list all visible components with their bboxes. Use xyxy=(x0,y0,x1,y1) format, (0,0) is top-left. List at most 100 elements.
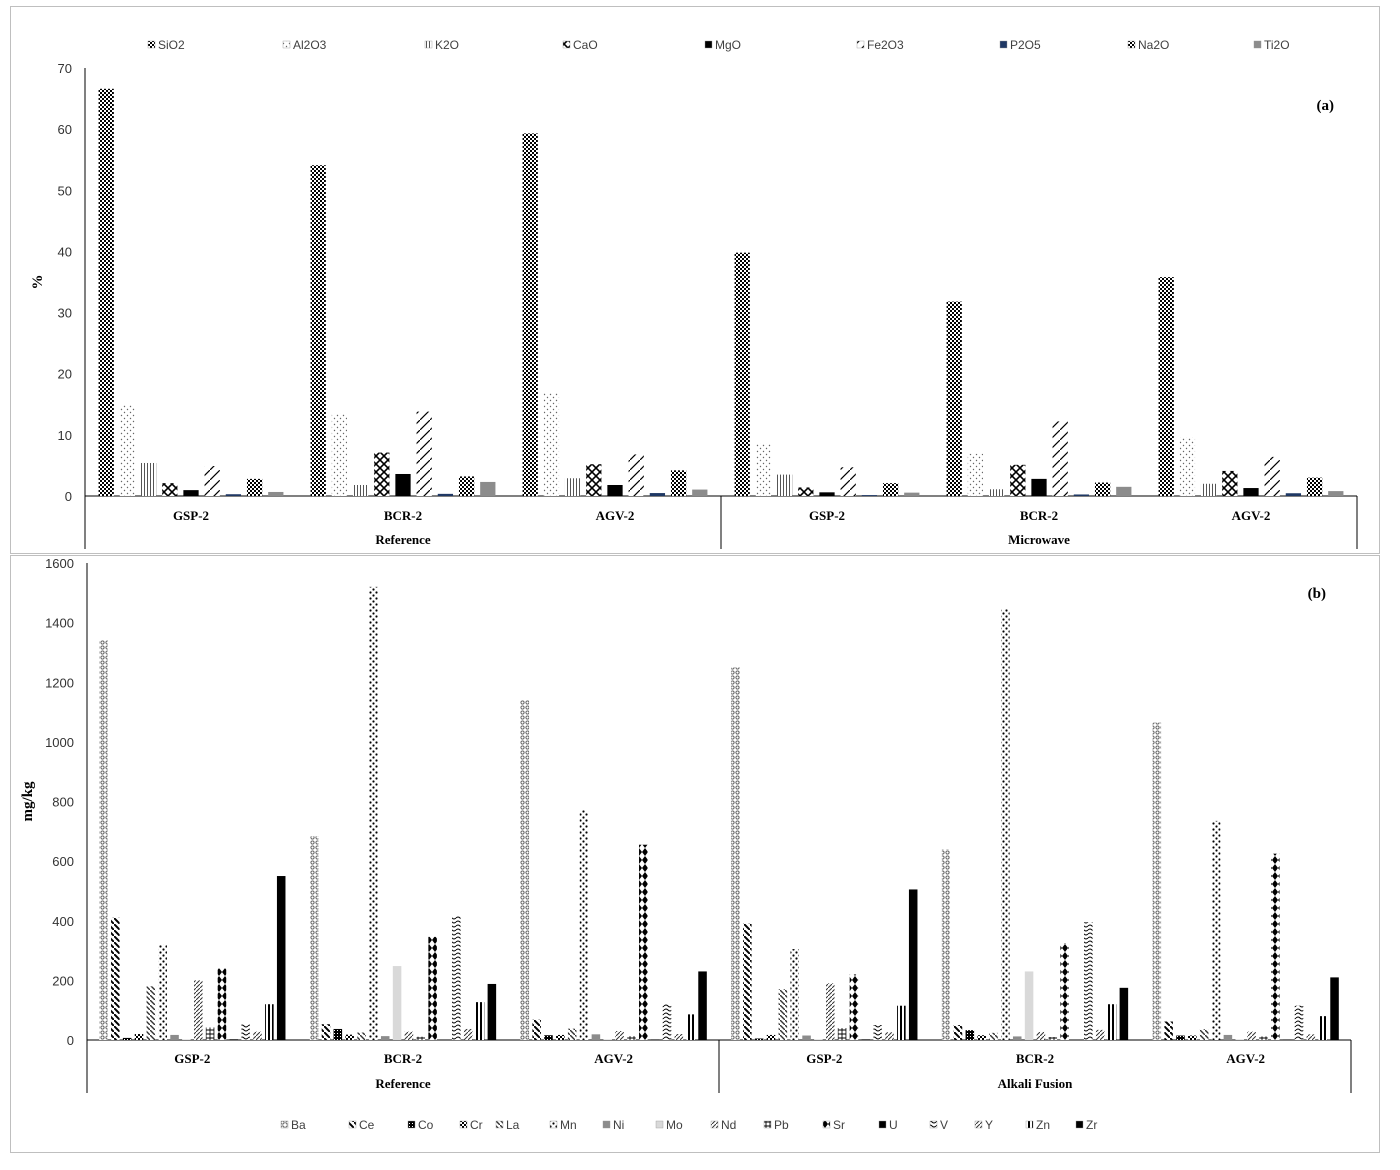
legend-label: CaO xyxy=(573,38,598,52)
bar-p2o5 xyxy=(225,494,242,496)
bar-al2o3 xyxy=(967,453,984,496)
legend-swatch xyxy=(495,1120,504,1129)
bar-mn xyxy=(579,810,589,1040)
bar-mgo xyxy=(819,492,835,496)
bar-sio2 xyxy=(946,301,962,496)
bar-k2o xyxy=(564,478,581,496)
legend-label: Co xyxy=(418,1118,434,1132)
legend-label: Zr xyxy=(1086,1118,1097,1132)
bar-cao xyxy=(798,487,814,496)
bar-ba xyxy=(520,700,530,1040)
bar-fe2o3 xyxy=(840,467,856,496)
bar-al2o3 xyxy=(755,443,772,496)
bar-k2o xyxy=(352,484,369,496)
category-label: BCR-2 xyxy=(384,508,422,523)
bar-ce xyxy=(743,923,752,1040)
bar-ni xyxy=(170,1034,179,1040)
legend-label: Mo xyxy=(666,1118,683,1132)
y-tick-label: 1200 xyxy=(45,675,74,690)
group-label: Reference xyxy=(375,1076,431,1091)
y-tick-label: 10 xyxy=(58,428,72,443)
bar-fe2o3 xyxy=(1052,421,1068,496)
legend-swatch xyxy=(282,40,291,49)
bar-sr xyxy=(1271,853,1280,1040)
bar-k2o xyxy=(988,489,1005,496)
y-tick-label: 400 xyxy=(52,914,74,929)
bar-zr xyxy=(276,876,286,1040)
bar-al2o3 xyxy=(1179,437,1196,496)
y-tick-label: 70 xyxy=(58,61,72,76)
bar-la xyxy=(778,989,788,1040)
panel-label: (a) xyxy=(1317,98,1335,114)
y-tick-label: 20 xyxy=(58,367,72,382)
legend-label: Y xyxy=(985,1118,993,1132)
bar-nd xyxy=(1247,1031,1256,1040)
bar-cao xyxy=(374,452,390,496)
bar-sio2 xyxy=(310,165,326,496)
bar-ce xyxy=(953,1025,963,1040)
bar-ti2o xyxy=(480,481,496,496)
bar-sr xyxy=(1060,943,1069,1040)
bar-sio2 xyxy=(1158,277,1174,496)
category-label: BCR-2 xyxy=(384,1051,422,1066)
bar-p2o5 xyxy=(437,493,454,496)
bar-ti2o xyxy=(1328,491,1344,496)
bar-ba xyxy=(99,640,108,1040)
bar-co xyxy=(1176,1035,1185,1040)
panel-a: 0 10 20 30 40 50 60 70% (a) GSP-2 BCR-2 AGV-2 GSP-2 B… xyxy=(30,38,1358,549)
category-label: BCR-2 xyxy=(1016,1051,1054,1066)
category-label: BCR-2 xyxy=(1020,508,1058,523)
legend-swatch xyxy=(822,1120,831,1129)
bar-ba xyxy=(309,836,319,1040)
bar-pb xyxy=(1259,1036,1268,1040)
bar-ce xyxy=(532,1019,541,1040)
y-tick-label: 1400 xyxy=(45,616,74,631)
bar-na2o xyxy=(882,483,899,496)
bar-cao xyxy=(586,464,602,496)
y-axis-label: % xyxy=(30,275,46,290)
bar-ba xyxy=(731,667,740,1040)
bar-ti2o xyxy=(268,491,284,496)
bar-v xyxy=(662,1004,672,1040)
legend-swatch xyxy=(929,1120,938,1129)
legend-label: P2O5 xyxy=(1010,38,1041,52)
bar-y xyxy=(1095,1029,1105,1040)
y-tick-label: 0 xyxy=(67,1033,74,1048)
bar-sio2 xyxy=(734,252,750,496)
bar-pb xyxy=(627,1036,636,1040)
legend-swatch xyxy=(424,40,433,49)
legend-swatch xyxy=(763,1120,772,1129)
bar-al2o3 xyxy=(543,392,560,496)
bar-sr xyxy=(428,936,437,1040)
y-tick-label: 0 xyxy=(65,489,72,504)
bar-zn xyxy=(475,1002,485,1040)
bar-mn xyxy=(369,586,378,1040)
legend-label: Al2O3 xyxy=(293,38,327,52)
bar-y xyxy=(1306,1034,1316,1040)
bar-na2o xyxy=(246,478,263,496)
bar-fe2o3 xyxy=(204,466,220,496)
category-label: AGV-2 xyxy=(596,508,635,523)
y-tick-label: 600 xyxy=(52,854,74,869)
y-tick-label: 40 xyxy=(58,244,72,259)
bar-k2o xyxy=(1200,483,1217,496)
bar-sr xyxy=(639,844,648,1040)
bar-pb xyxy=(205,1027,215,1040)
bar-fe2o3 xyxy=(416,411,432,496)
bar-co xyxy=(754,1038,764,1040)
bar-v xyxy=(241,1024,250,1040)
legend-swatch xyxy=(562,40,571,49)
bar-la xyxy=(989,1032,998,1040)
bar-cao xyxy=(1222,470,1238,496)
bar-nd xyxy=(404,1031,414,1040)
bar-v xyxy=(1084,922,1093,1040)
bar-u xyxy=(650,1039,660,1040)
bar-zr xyxy=(1119,987,1129,1040)
legend-label: Na2O xyxy=(1138,38,1169,52)
bar-ce xyxy=(321,1024,331,1040)
category-label: AGV-2 xyxy=(1232,508,1271,523)
bar-mo xyxy=(603,1039,613,1040)
bar-na2o xyxy=(458,476,475,496)
bar-p2o5 xyxy=(1073,494,1090,496)
bar-al2o3 xyxy=(119,404,136,496)
